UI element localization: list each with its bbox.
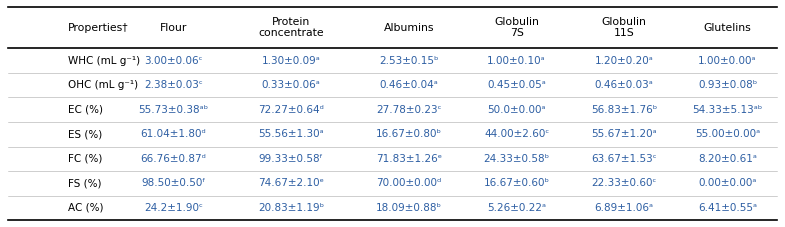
Text: 0.45±0.05ᵃ: 0.45±0.05ᵃ xyxy=(487,80,546,90)
Text: 55.56±1.30ᵃ: 55.56±1.30ᵃ xyxy=(258,129,324,139)
Text: 16.67±0.80ᵇ: 16.67±0.80ᵇ xyxy=(376,129,442,139)
Text: 99.33±0.58ᶠ: 99.33±0.58ᶠ xyxy=(259,154,323,164)
Text: 72.27±0.64ᵈ: 72.27±0.64ᵈ xyxy=(258,105,324,115)
Text: 27.78±0.23ᶜ: 27.78±0.23ᶜ xyxy=(376,105,442,115)
Text: 63.67±1.53ᶜ: 63.67±1.53ᶜ xyxy=(591,154,657,164)
Text: 1.00±0.10ᵃ: 1.00±0.10ᵃ xyxy=(487,56,546,66)
Text: AC (%): AC (%) xyxy=(68,203,103,213)
Text: 0.93±0.08ᵇ: 0.93±0.08ᵇ xyxy=(698,80,758,90)
Text: 98.50±0.50ᶠ: 98.50±0.50ᶠ xyxy=(141,178,206,188)
Text: Protein
concentrate: Protein concentrate xyxy=(258,17,324,38)
Text: 54.33±5.13ᵃᵇ: 54.33±5.13ᵃᵇ xyxy=(692,105,763,115)
Text: Albumins: Albumins xyxy=(384,23,434,33)
Text: 22.33±0.60ᶜ: 22.33±0.60ᶜ xyxy=(591,178,657,188)
Text: OHC (mL g⁻¹): OHC (mL g⁻¹) xyxy=(68,80,137,90)
Text: EC (%): EC (%) xyxy=(68,105,103,115)
Text: 56.83±1.76ᵇ: 56.83±1.76ᵇ xyxy=(591,105,657,115)
Text: Properties†: Properties† xyxy=(68,23,128,33)
Text: 24.33±0.58ᵇ: 24.33±0.58ᵇ xyxy=(484,154,550,164)
Text: Glutelins: Glutelins xyxy=(703,23,751,33)
Text: 16.67±0.60ᵇ: 16.67±0.60ᵇ xyxy=(484,178,550,188)
Text: 0.33±0.06ᵃ: 0.33±0.06ᵃ xyxy=(261,80,320,90)
Text: Flour: Flour xyxy=(159,23,187,33)
Text: 2.53±0.15ᵇ: 2.53±0.15ᵇ xyxy=(379,56,439,66)
Text: 0.46±0.03ᵃ: 0.46±0.03ᵃ xyxy=(595,80,653,90)
Text: ES (%): ES (%) xyxy=(68,129,102,139)
Text: 3.00±0.06ᶜ: 3.00±0.06ᶜ xyxy=(144,56,203,66)
Text: Globulin
7S: Globulin 7S xyxy=(494,17,539,38)
Text: 55.67±1.20ᵃ: 55.67±1.20ᵃ xyxy=(591,129,657,139)
Text: 55.00±0.00ᵃ: 55.00±0.00ᵃ xyxy=(695,129,760,139)
Text: 6.89±1.06ᵃ: 6.89±1.06ᵃ xyxy=(594,203,654,213)
Text: 74.67±2.10ᵉ: 74.67±2.10ᵉ xyxy=(258,178,324,188)
Text: FS (%): FS (%) xyxy=(68,178,101,188)
Text: 61.04±1.80ᵈ: 61.04±1.80ᵈ xyxy=(141,129,206,139)
Text: 50.0±0.00ᵃ: 50.0±0.00ᵃ xyxy=(487,105,546,115)
Text: 70.00±0.00ᵈ: 70.00±0.00ᵈ xyxy=(377,178,442,188)
Text: 66.76±0.87ᵈ: 66.76±0.87ᵈ xyxy=(141,154,206,164)
Text: WHC (mL g⁻¹): WHC (mL g⁻¹) xyxy=(68,56,140,66)
Text: 0.00±0.00ᵃ: 0.00±0.00ᵃ xyxy=(699,178,757,188)
Text: Globulin
11S: Globulin 11S xyxy=(601,17,647,38)
Text: 0.46±0.04ᵃ: 0.46±0.04ᵃ xyxy=(380,80,438,90)
Text: 44.00±2.60ᶜ: 44.00±2.60ᶜ xyxy=(484,129,550,139)
Text: 55.73±0.38ᵃᵇ: 55.73±0.38ᵃᵇ xyxy=(138,105,208,115)
Text: 5.26±0.22ᵃ: 5.26±0.22ᵃ xyxy=(487,203,546,213)
Text: 71.83±1.26ᵉ: 71.83±1.26ᵉ xyxy=(376,154,442,164)
Text: 24.2±1.90ᶜ: 24.2±1.90ᶜ xyxy=(144,203,203,213)
Text: 20.83±1.19ᵇ: 20.83±1.19ᵇ xyxy=(258,203,324,213)
Text: 1.00±0.00ᵃ: 1.00±0.00ᵃ xyxy=(699,56,757,66)
Text: 1.20±0.20ᵃ: 1.20±0.20ᵃ xyxy=(595,56,653,66)
Text: 18.09±0.88ᵇ: 18.09±0.88ᵇ xyxy=(376,203,442,213)
Text: 1.30±0.09ᵃ: 1.30±0.09ᵃ xyxy=(261,56,320,66)
Text: 6.41±0.55ᵃ: 6.41±0.55ᵃ xyxy=(698,203,757,213)
Text: FC (%): FC (%) xyxy=(68,154,102,164)
Text: 2.38±0.03ᶜ: 2.38±0.03ᶜ xyxy=(144,80,203,90)
Text: 8.20±0.61ᵃ: 8.20±0.61ᵃ xyxy=(698,154,757,164)
